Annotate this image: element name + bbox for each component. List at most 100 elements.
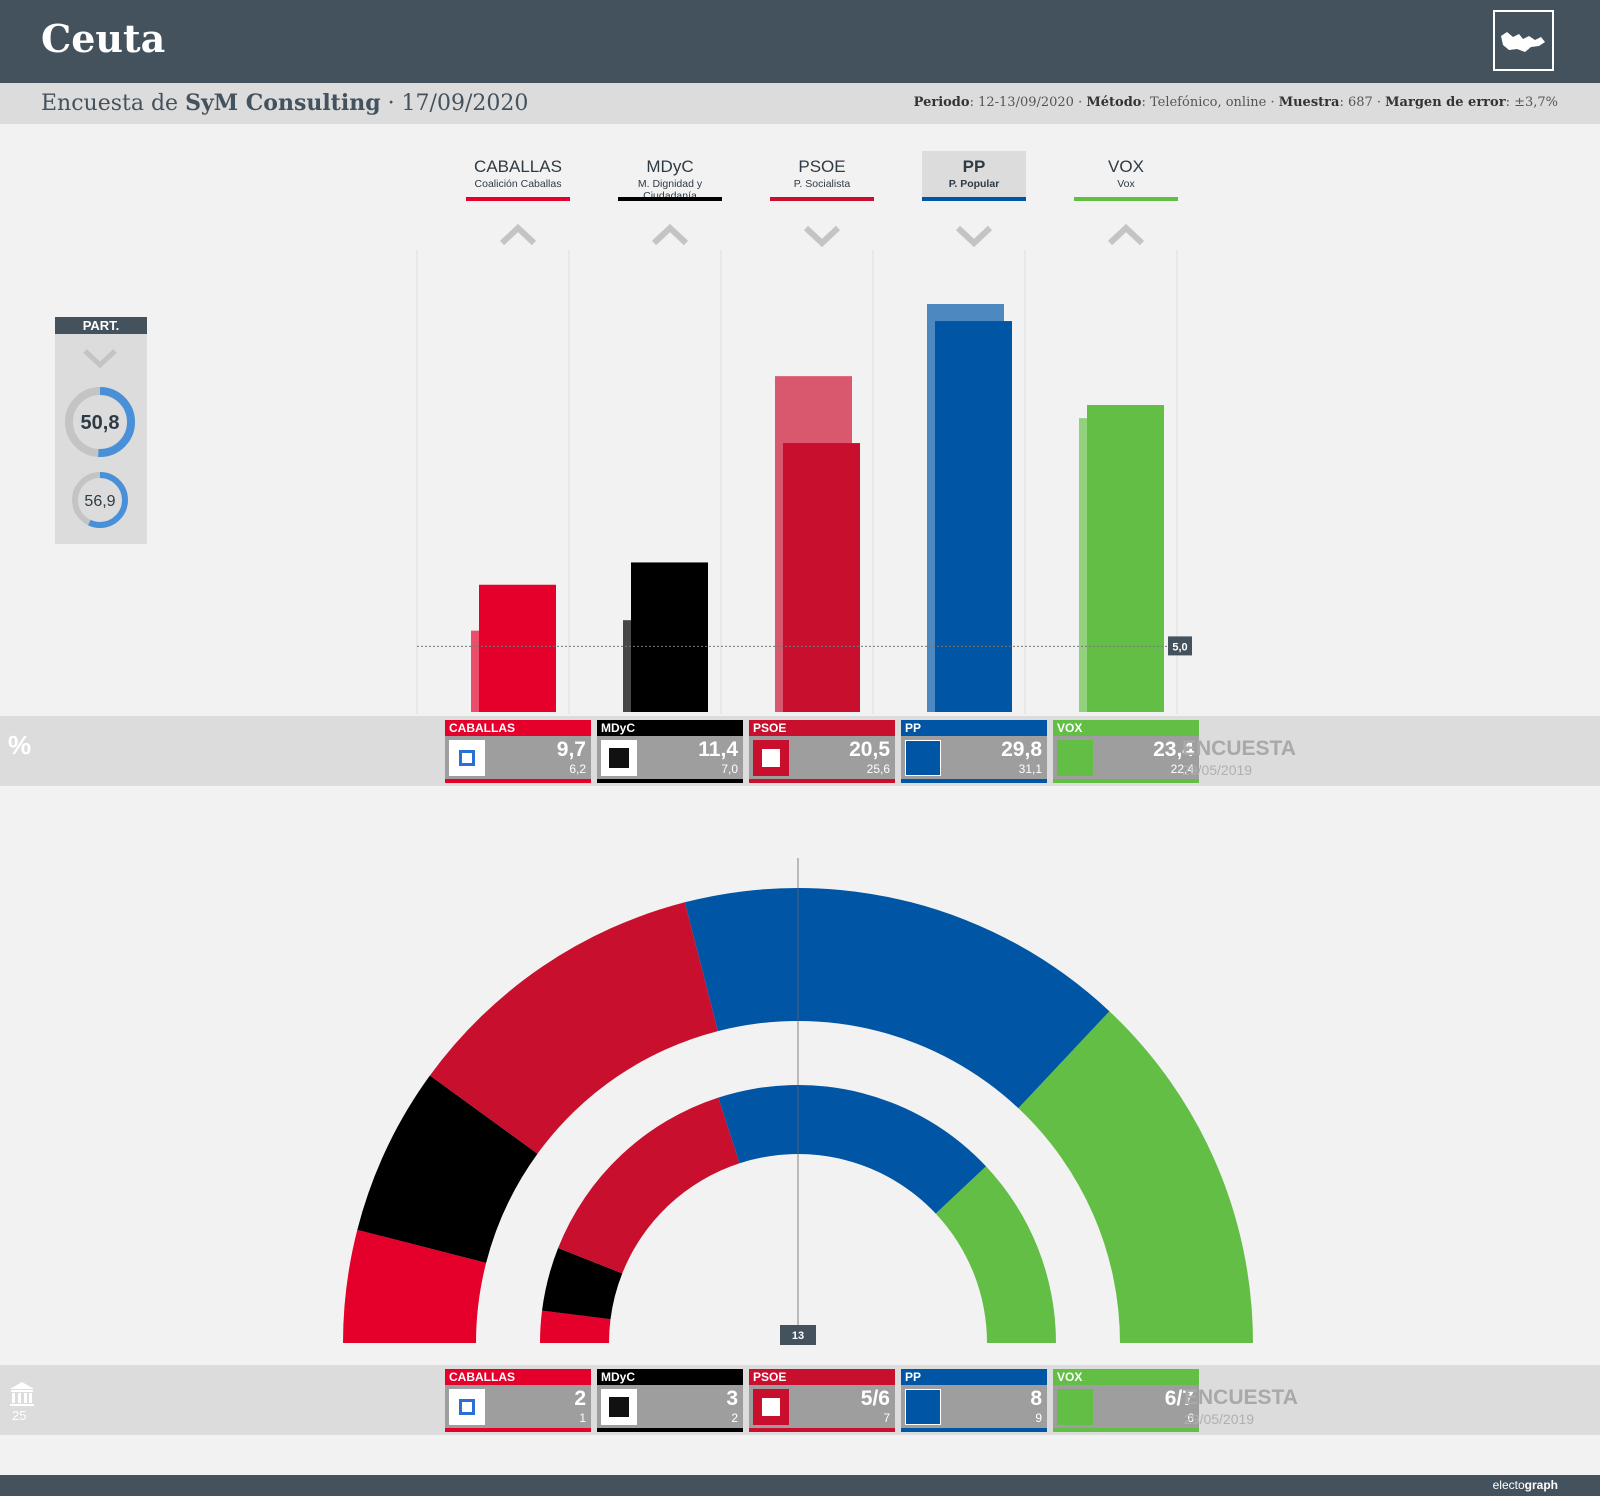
card-party-name: CABALLAS <box>445 1369 591 1385</box>
card-value: 2 <box>574 1387 586 1410</box>
caballas-logo-icon <box>449 740 485 776</box>
seat-total: 25 <box>12 1408 27 1423</box>
trend-up-icon-vox <box>1107 223 1145 246</box>
card-value: 6/7 <box>1164 1387 1194 1410</box>
poll-metadata: Periodo: 12-13/09/2020 · Método: Telefón… <box>914 95 1558 110</box>
party-full-name: P. Popular <box>948 178 1000 190</box>
card-previous-value: 22,4 <box>1170 762 1194 776</box>
party-header-vox[interactable]: VOX Vox <box>1074 151 1178 201</box>
card-value: 5/6 <box>860 1387 890 1410</box>
hemicycle-previous-mdyc <box>542 1248 623 1320</box>
threshold-badge <box>1168 636 1192 656</box>
card-previous-value: 9 <box>1035 1411 1042 1425</box>
card-previous-value: 25,6 <box>866 762 890 776</box>
periodo-label: Periodo <box>913 95 970 110</box>
percent-card-mdyc[interactable]: MDyC 11,4 7,0 <box>597 720 743 783</box>
muestra-value: : 687 · <box>1339 95 1386 110</box>
participation-current-value: 50,8 <box>81 412 120 434</box>
metodo-value: : Telefónico, online · <box>1141 95 1279 110</box>
party-short-name: PP <box>962 157 986 176</box>
seats-card-mdyc[interactable]: MDyC 3 2 <box>597 1369 743 1432</box>
card-color-strip <box>901 779 1047 783</box>
card-value: 29,8 <box>1001 738 1042 761</box>
party-header-caballas[interactable]: CABALLAS Coalición Caballas <box>466 151 570 201</box>
party-short-name: MDyC <box>646 157 694 176</box>
card-party-name: PP <box>901 720 1047 736</box>
seats-card-psoe[interactable]: PSOE 5/6 7 <box>749 1369 895 1432</box>
percent-symbol: % <box>8 730 32 760</box>
percent-previous-date: 29/05/2019 <box>1182 762 1253 778</box>
party-color-line <box>922 197 1026 201</box>
majority-label: 13 <box>792 1330 804 1342</box>
card-previous-value: 6,2 <box>569 762 586 776</box>
hemicycle-previous-pp <box>718 1085 987 1214</box>
bar-current-psoe <box>783 443 860 712</box>
mdyc-logo-icon <box>601 740 637 776</box>
percent-poll-label: ENCUESTA <box>1182 737 1296 760</box>
party-short-name: CABALLAS <box>474 157 562 176</box>
card-value: 3 <box>726 1387 738 1410</box>
seats-previous-date: 29/05/2019 <box>1184 1411 1255 1427</box>
party-color-line <box>466 197 570 201</box>
margen-value: : ±3,7% <box>1505 95 1558 110</box>
percent-card-caballas[interactable]: CABALLAS 9,7 6,2 <box>445 720 591 783</box>
card-previous-value: 7 <box>883 1411 890 1425</box>
page-title: Ceuta <box>41 16 166 61</box>
card-value: 8 <box>1030 1387 1042 1410</box>
card-color-strip <box>1053 1428 1199 1432</box>
caballas-logo-icon <box>449 1389 485 1425</box>
hemicycle-previous-psoe <box>558 1097 740 1274</box>
header-bar: Ceuta <box>0 0 1600 83</box>
trend-down-icon-psoe <box>803 225 841 248</box>
card-color-strip <box>901 1428 1047 1432</box>
subtitle-prefix: Encuesta de <box>41 91 186 116</box>
percent-card-pp[interactable]: PP 29,8 31,1 <box>901 720 1047 783</box>
brand-prefix: electo <box>1492 1478 1525 1492</box>
party-color-line <box>618 197 722 201</box>
poll-subtitle: Encuesta de SyM Consulting · 17/09/2020 <box>41 90 528 116</box>
card-party-name: CABALLAS <box>445 720 591 736</box>
card-color-strip <box>597 1428 743 1432</box>
hemicycle-current-caballas <box>343 1229 487 1343</box>
party-header-psoe[interactable]: PSOE P. Socialista <box>770 151 874 201</box>
trend-up-icon-caballas <box>499 223 537 246</box>
hemicycle-current-psoe <box>429 902 718 1154</box>
seats-card-pp[interactable]: PP 8 9 <box>901 1369 1047 1432</box>
party-color-line <box>770 197 874 201</box>
seats-card-vox[interactable]: VOX 6/7 6 <box>1053 1369 1199 1432</box>
card-party-name: PSOE <box>749 720 895 736</box>
ceuta-map-icon <box>1493 10 1554 71</box>
card-color-strip <box>445 779 591 783</box>
card-value: 23,4 <box>1153 738 1194 761</box>
party-header-pp[interactable]: PP P. Popular <box>922 151 1026 201</box>
party-short-name: PSOE <box>798 157 846 176</box>
periodo-value: : 12-13/09/2020 · <box>969 95 1087 110</box>
card-previous-value: 1 <box>579 1411 586 1425</box>
percent-card-vox[interactable]: VOX 23,4 22,4 <box>1053 720 1199 783</box>
participation-trend-down-icon <box>83 349 117 369</box>
seats-card-caballas[interactable]: CABALLAS 2 1 <box>445 1369 591 1432</box>
card-color-strip <box>597 779 743 783</box>
trend-up-icon-mdyc <box>651 223 689 246</box>
hemicycle-current-mdyc <box>357 1075 538 1263</box>
participation-previous-value: 56,9 <box>84 493 115 510</box>
majority-badge <box>780 1325 816 1345</box>
percent-card-psoe[interactable]: PSOE 20,5 25,6 <box>749 720 895 783</box>
card-value: 20,5 <box>849 738 890 761</box>
pp-logo-icon <box>905 1389 941 1425</box>
footer-bar: electograph <box>0 1475 1600 1496</box>
metodo-label: Método <box>1086 95 1142 110</box>
muestra-label: Muestra <box>1278 95 1340 110</box>
party-header-mdyc[interactable]: MDyC M. Dignidad y Ciudadanía <box>618 151 722 202</box>
party-full-name: P. Socialista <box>793 178 851 190</box>
participation-current-ring <box>65 387 135 457</box>
threshold-label: 5,0 <box>1172 641 1187 653</box>
margen-label: Margen de error <box>1385 95 1506 110</box>
card-color-strip <box>445 1428 591 1432</box>
bar-current-vox <box>1087 405 1164 712</box>
pp-logo-icon <box>905 740 941 776</box>
electograph-brand: electograph <box>1493 1478 1558 1492</box>
psoe-logo-icon <box>753 1389 789 1425</box>
participation-previous-ring <box>72 472 128 528</box>
